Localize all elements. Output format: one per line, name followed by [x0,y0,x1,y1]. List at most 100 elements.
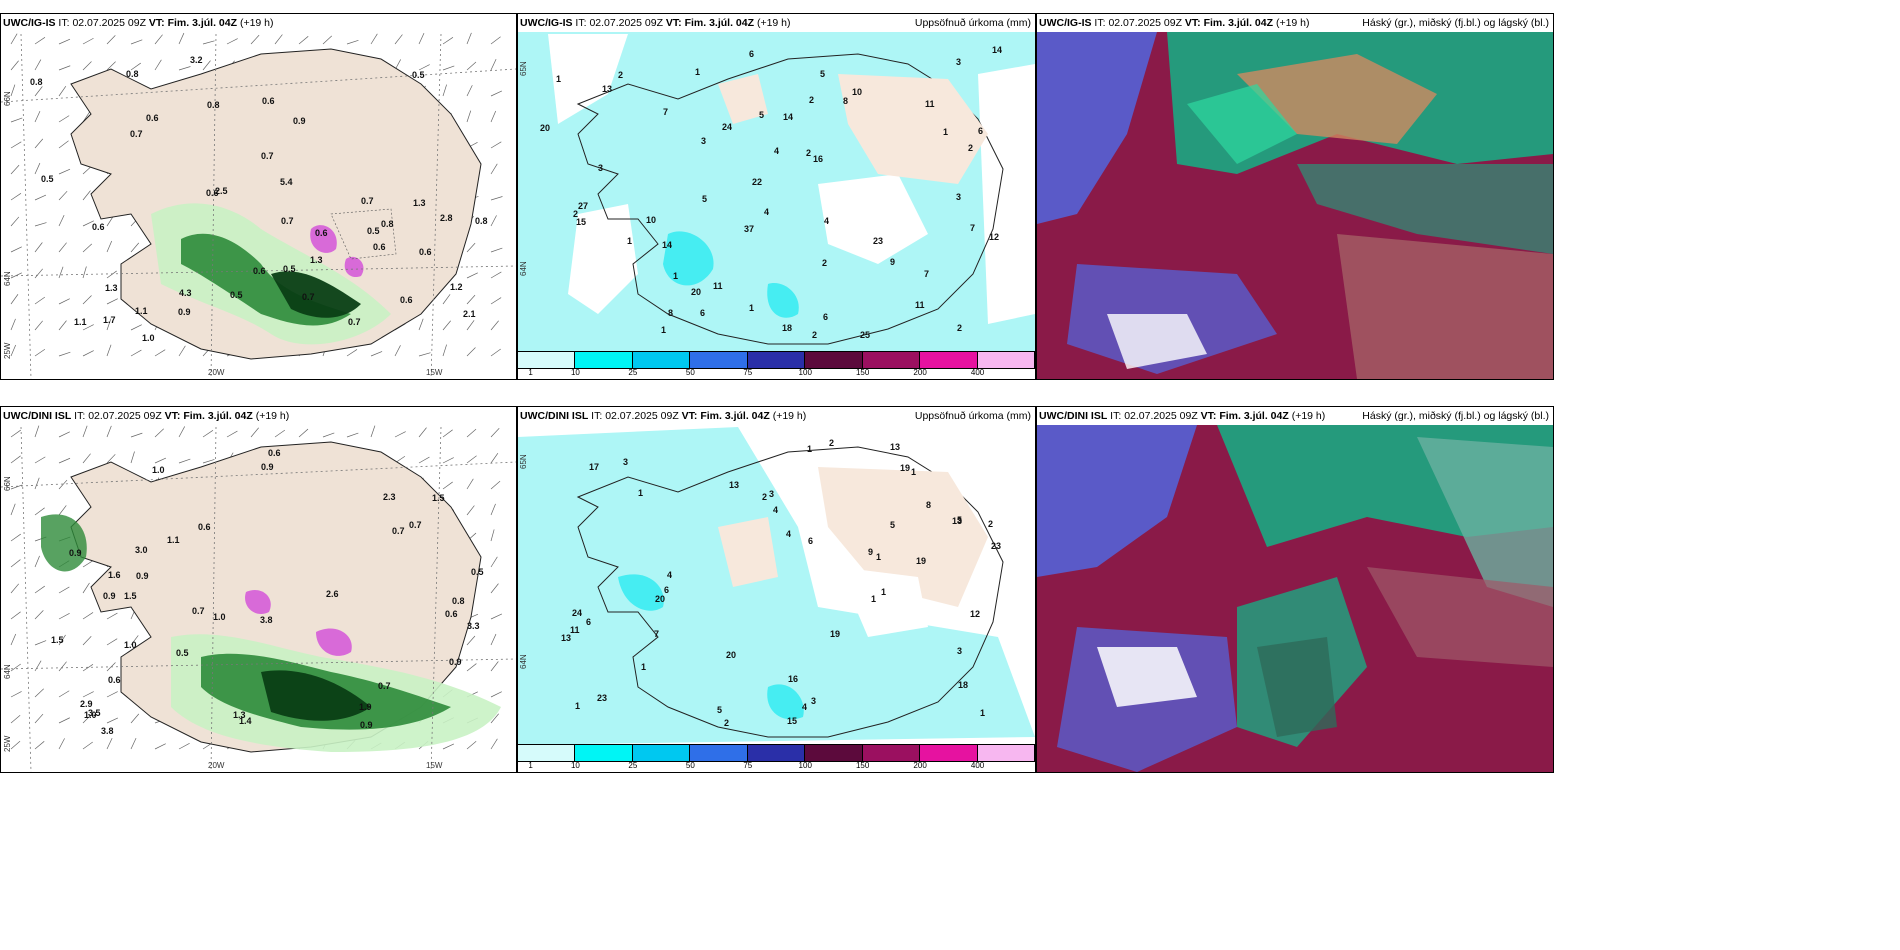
value-label: 13 [602,84,613,94]
value-label: 7 [654,629,660,639]
value-label: 37 [744,224,755,234]
value-label: 23 [991,541,1002,551]
value-label: 5 [957,515,963,525]
value-label: 0.5 [412,70,425,80]
value-label: 13 [890,442,901,452]
value-label: 0.6 [445,609,458,619]
colorbar-label: 150 [855,368,870,377]
wind-barb [34,86,43,97]
value-label: 0.8 [207,100,220,110]
value-label: 3 [956,57,962,67]
wind-barb [226,430,238,438]
value-label: 23 [597,693,608,703]
wind-barb [490,452,499,464]
wind-barb [490,110,497,123]
colorbar: 1 10 25 50 75 100 150 200 400 [518,744,1035,772]
wind-barb [58,85,67,97]
value-label: 9 [868,547,874,557]
wind-barb [82,243,93,253]
wind-barb [418,64,430,71]
value-label: 0.6 [400,295,413,305]
value-label: 19 [830,629,841,639]
wind-barb [154,59,162,71]
value-label: 0.7 [192,606,205,616]
wind-barb [226,38,238,45]
precip-wind-map [1,425,516,772]
wind-barb [58,242,67,253]
wind-barb [274,34,283,45]
wind-barb [34,741,45,750]
value-label: 1 [638,488,644,498]
wind-barb [490,738,498,750]
wind-barb [82,714,92,724]
wind-barb [370,33,378,45]
accum-map [518,32,1035,352]
wind-barb [418,32,425,45]
wind-barb [82,636,92,646]
value-label: 0.5 [283,264,296,274]
wind-barb [34,688,44,698]
value-label: 2 [762,492,768,502]
value-label: 2.3 [383,492,396,502]
wind-barb [34,585,46,594]
value-label: 11 [915,300,925,310]
value-label: 11 [713,281,723,291]
value-label: 0.5 [41,174,54,184]
value-label: 3.8 [101,726,114,736]
wind-barb [10,429,21,438]
value-label: 16 [788,674,799,684]
wind-barb [34,110,41,123]
value-label: 0.6 [419,247,432,257]
value-label: 6 [586,617,592,627]
wind-barb [154,428,164,438]
wind-barb [58,690,70,698]
wind-barb [466,242,476,253]
lon-label: 20W [208,761,225,770]
value-label: 22 [752,177,763,187]
value-label: 2 [573,209,579,219]
value-label: 2 [806,148,812,158]
wind-barb [82,190,91,201]
value-label: 2.6 [326,589,339,599]
wind-barb [10,633,17,646]
value-label: 0.9 [261,462,274,472]
colorbar-label: 150 [855,761,870,770]
wind-barb [82,37,94,45]
value-label: 1 [673,271,679,281]
wind-barb [490,247,503,253]
wind-barb [34,59,42,71]
wind-barb [106,454,116,464]
value-label: 2 [812,330,818,340]
wind-barb [346,432,359,438]
wind-barb [34,162,41,175]
panel-accum-igis: UWC/IG-IS IT: 02.07.2025 09Z VT: Fim. 3.… [517,13,1036,380]
colorbar-label: 10 [570,761,580,770]
wind-barb [154,34,163,45]
wind-barb [106,425,112,438]
wind-barb [10,344,17,357]
value-label: 15 [787,716,798,726]
wind-barb [466,110,472,123]
value-label: 20 [655,594,666,604]
value-label: 0.8 [381,219,394,229]
wind-barb [58,634,66,646]
value-label: 4 [802,702,808,712]
value-label: 1.0 [84,710,97,720]
wind-barb [130,62,141,71]
value-label: 1 [627,236,633,246]
wind-barb [202,459,215,464]
colorbar-label: 75 [743,761,753,770]
value-label: 8 [843,96,849,106]
wind-barb [490,163,498,175]
wind-barb [466,272,478,279]
value-label: 3.3 [467,621,480,631]
value-label: 15 [576,217,587,227]
colorbar-label: 50 [685,368,695,377]
value-label: 5 [702,194,708,204]
wind-barb [346,349,358,357]
wind-barb [466,294,476,305]
wind-barb [490,556,498,568]
panel-title: Uppsöfnuð úrkoma (mm) [914,17,1031,29]
wind-barb [202,430,214,438]
colorbar-swatch [575,745,633,761]
